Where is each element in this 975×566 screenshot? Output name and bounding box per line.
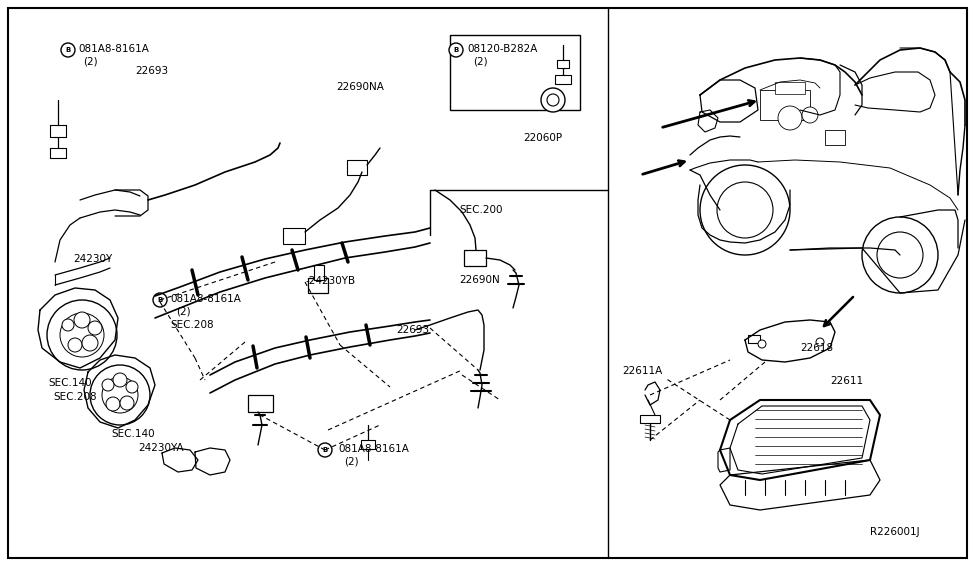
Bar: [314, 265, 324, 280]
Text: R226001J: R226001J: [870, 527, 919, 537]
Text: 24230Y: 24230Y: [73, 254, 112, 264]
Text: -24230YB: -24230YB: [305, 276, 355, 286]
Text: (2): (2): [83, 56, 98, 66]
Circle shape: [102, 377, 138, 413]
Circle shape: [318, 443, 332, 457]
Circle shape: [877, 232, 923, 278]
Text: B: B: [157, 297, 163, 303]
Text: 22690N: 22690N: [459, 275, 500, 285]
Circle shape: [547, 94, 559, 106]
Circle shape: [758, 340, 766, 348]
Circle shape: [449, 43, 463, 57]
Bar: [640, 415, 660, 423]
Circle shape: [113, 373, 127, 387]
Bar: [361, 440, 375, 449]
Circle shape: [61, 43, 75, 57]
Text: 081A8-8161A: 081A8-8161A: [78, 44, 149, 54]
Text: 22618: 22618: [800, 343, 833, 353]
Bar: [760, 90, 810, 120]
Bar: [555, 75, 571, 84]
Circle shape: [102, 379, 114, 391]
Circle shape: [62, 319, 74, 331]
Circle shape: [60, 313, 104, 357]
Circle shape: [541, 88, 565, 112]
Circle shape: [153, 293, 167, 307]
Text: 22060P: 22060P: [523, 133, 563, 143]
Text: 22690NA: 22690NA: [336, 82, 384, 92]
Text: (2): (2): [344, 456, 359, 466]
Circle shape: [778, 106, 802, 130]
Bar: [248, 395, 273, 412]
Text: SEC.140: SEC.140: [111, 429, 155, 439]
Circle shape: [68, 338, 82, 352]
Text: B: B: [65, 47, 70, 53]
Circle shape: [82, 335, 98, 351]
Text: (2): (2): [176, 306, 191, 316]
Circle shape: [862, 217, 938, 293]
Text: 081A8-8161A: 081A8-8161A: [338, 444, 409, 454]
Text: B: B: [323, 447, 328, 453]
Text: 08120-B282A: 08120-B282A: [467, 44, 537, 54]
Bar: [775, 82, 805, 94]
Text: (2): (2): [473, 56, 488, 66]
Circle shape: [88, 321, 102, 335]
Bar: [347, 160, 367, 175]
Circle shape: [717, 182, 773, 238]
Circle shape: [700, 165, 790, 255]
Circle shape: [126, 381, 138, 393]
Text: 22611A: 22611A: [622, 366, 662, 376]
Bar: [308, 278, 328, 293]
Text: SEC.140: SEC.140: [48, 378, 92, 388]
Circle shape: [802, 107, 818, 123]
Text: 22611: 22611: [830, 376, 863, 386]
Text: 081A8-8161A: 081A8-8161A: [170, 294, 241, 304]
Bar: [450, 35, 580, 110]
Bar: [557, 60, 569, 68]
Circle shape: [74, 312, 90, 328]
Bar: [825, 130, 845, 145]
Bar: [283, 228, 305, 244]
Text: SEC.208: SEC.208: [53, 392, 97, 402]
Bar: [464, 250, 486, 266]
Text: 22693: 22693: [135, 66, 168, 76]
Text: 22693: 22693: [396, 325, 429, 335]
Circle shape: [90, 365, 150, 425]
Text: 24230YA: 24230YA: [138, 443, 183, 453]
Circle shape: [120, 396, 134, 410]
Circle shape: [816, 338, 824, 346]
Text: B: B: [453, 47, 458, 53]
Text: SEC.208: SEC.208: [170, 320, 214, 330]
Bar: [748, 335, 760, 343]
Circle shape: [47, 300, 117, 370]
Circle shape: [106, 397, 120, 411]
Text: SEC.200: SEC.200: [459, 205, 502, 215]
